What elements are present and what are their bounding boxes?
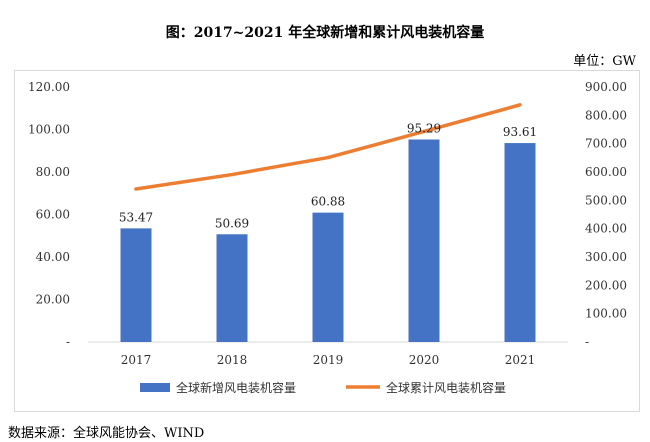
right-axis-ticks: - 100.00 200.00 300.00 400.00 500.00 600.00 700… xyxy=(585,80,627,349)
bar xyxy=(312,212,344,342)
unit-label: 单位：GW xyxy=(573,54,636,69)
x-axis-tick: 2019 xyxy=(313,353,344,367)
left-axis-tick: 80.00 xyxy=(36,165,70,179)
left-axis-ticks: - 20.00 40.00 60.00 80.00 100.00 120.00 xyxy=(28,80,70,349)
legend-swatch-bar xyxy=(140,383,170,392)
x-axis-tick: 2020 xyxy=(409,353,440,367)
x-axis-tick: 2018 xyxy=(217,353,248,367)
right-axis-tick: 800.00 xyxy=(585,108,627,122)
x-axis-tick: 2021 xyxy=(505,353,536,367)
legend-label-bar: 全球新增风电装机容量 xyxy=(176,380,296,395)
bar xyxy=(408,139,440,342)
cumulative-line xyxy=(134,103,522,191)
left-axis-tick: - xyxy=(66,335,70,349)
bar xyxy=(216,234,248,342)
legend-label-line: 全球累计风电装机容量 xyxy=(386,380,506,395)
chart-title: 图：2017~2021 年全球新增和累计风电装机容量 xyxy=(165,25,485,41)
left-axis-tick: 120.00 xyxy=(28,80,70,94)
data-source: 数据来源：全球风能协会、WIND xyxy=(8,426,205,441)
right-axis-tick: 200.00 xyxy=(585,278,627,292)
right-axis-tick: 300.00 xyxy=(585,250,627,264)
bar-data-label: 95.29 xyxy=(407,122,441,136)
right-axis-tick: - xyxy=(585,335,589,349)
left-axis-tick: 100.00 xyxy=(28,123,70,137)
legend: 全球新增风电装机容量 全球累计风电装机容量 xyxy=(140,380,506,395)
right-axis-tick: 100.00 xyxy=(585,307,627,321)
left-axis-tick: 60.00 xyxy=(36,208,70,222)
right-axis-tick: 600.00 xyxy=(585,165,627,179)
left-axis-tick: 20.00 xyxy=(36,293,70,307)
right-axis-tick: 700.00 xyxy=(585,137,627,151)
data-labels: 53.47 50.69 60.88 95.29 93.61 xyxy=(119,122,537,231)
left-axis-tick: 40.00 xyxy=(36,250,70,264)
x-axis-ticks: 2017 2018 2019 2020 2021 xyxy=(121,353,536,367)
bar-data-label: 93.61 xyxy=(503,125,537,139)
bar-data-label: 53.47 xyxy=(119,210,153,224)
bar-data-label: 50.69 xyxy=(215,216,249,230)
cumulative-series-line xyxy=(134,103,522,191)
x-axis-tick: 2017 xyxy=(121,353,152,367)
bar xyxy=(504,143,536,342)
right-axis-tick: 500.00 xyxy=(585,193,627,207)
bar-data-label: 60.88 xyxy=(311,195,345,209)
right-axis-tick: 400.00 xyxy=(585,222,627,236)
chart-frame xyxy=(14,70,640,412)
bar xyxy=(120,228,152,342)
right-axis-tick: 900.00 xyxy=(585,80,627,94)
bars xyxy=(88,139,568,343)
